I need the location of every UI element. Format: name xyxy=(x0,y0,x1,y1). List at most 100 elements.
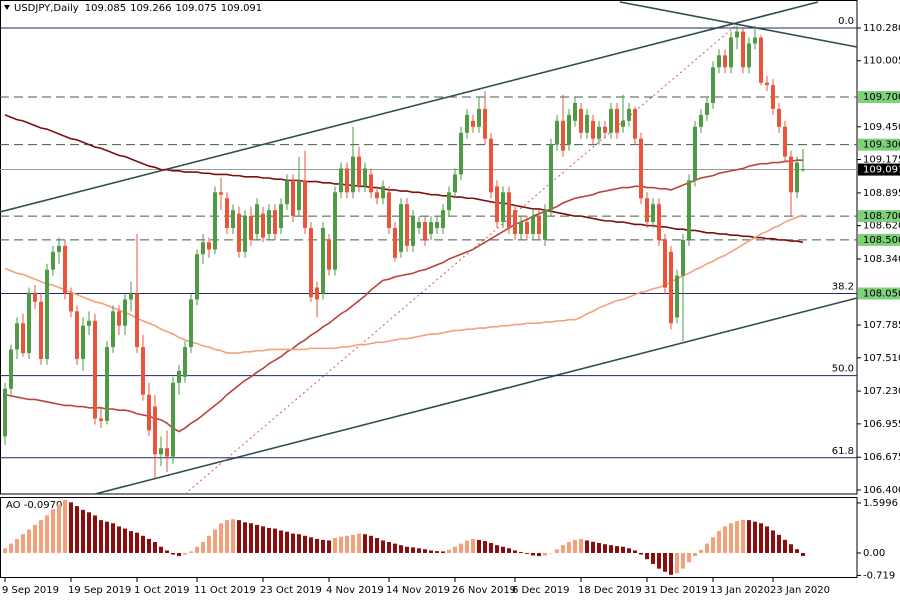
candle-body xyxy=(3,388,7,437)
candle-body xyxy=(663,239,667,288)
candle-body xyxy=(801,169,805,171)
ao-bar xyxy=(291,533,295,553)
ao-bar xyxy=(177,552,181,557)
ao-bar xyxy=(93,515,97,553)
ao-bar xyxy=(459,543,463,553)
ao-bar xyxy=(399,545,403,553)
fib-label: 61.8 xyxy=(832,446,854,457)
candle-body xyxy=(129,293,133,300)
candle-body xyxy=(321,228,325,294)
y-tick-label: 109.175 xyxy=(863,155,900,166)
ao-bar xyxy=(801,552,805,557)
candle-body xyxy=(357,156,361,187)
candle-body xyxy=(795,162,799,193)
level-label-box xyxy=(858,138,900,151)
x-tick-label: 11 Oct 2019 xyxy=(194,585,256,596)
ao-bar xyxy=(663,552,667,572)
ao-bar xyxy=(615,546,619,553)
candle-body xyxy=(579,108,583,133)
ao-bar xyxy=(477,539,481,553)
ao-bar xyxy=(771,530,775,553)
candle-body xyxy=(81,325,85,359)
candle-body xyxy=(99,418,103,421)
candle-body xyxy=(165,448,169,457)
candle-body xyxy=(21,323,25,354)
y-tick-label: 110.005 xyxy=(863,56,900,67)
candle-body xyxy=(411,216,415,246)
ao-bar xyxy=(273,528,277,553)
ao-bar xyxy=(201,542,205,553)
candle-body xyxy=(69,293,73,312)
candle-body xyxy=(243,216,247,252)
ao-bar xyxy=(591,541,595,553)
y-tick-label: 106.675 xyxy=(863,452,900,463)
candle-body xyxy=(219,192,223,195)
ao-bar xyxy=(243,522,247,553)
candle-body xyxy=(585,114,589,133)
candle-body xyxy=(495,186,499,223)
ao-bar xyxy=(513,550,517,553)
candle-body xyxy=(555,120,559,145)
candle-body xyxy=(483,108,487,139)
ao-bar xyxy=(381,540,385,553)
trendline xyxy=(619,1,858,48)
candle-body xyxy=(735,31,739,38)
candle-body xyxy=(729,37,733,68)
y-tick-label: 107.785 xyxy=(863,320,900,331)
candle-body xyxy=(225,198,229,229)
ao-bar xyxy=(453,546,457,553)
candle-body xyxy=(621,120,625,127)
candle-body xyxy=(147,394,151,431)
candle-body xyxy=(747,43,751,68)
indicator-title: AO -0.0970 xyxy=(6,500,62,511)
ao-bar xyxy=(519,552,523,553)
candle-body xyxy=(297,180,301,211)
ao-bar xyxy=(345,535,349,553)
ao-bar xyxy=(765,526,769,553)
ao-bar xyxy=(357,533,361,553)
candle-body xyxy=(291,180,295,217)
candle-body xyxy=(537,216,541,234)
last-price-box xyxy=(858,163,900,176)
candle-body xyxy=(561,120,565,151)
candle-body xyxy=(183,347,187,377)
ao-bar xyxy=(753,521,757,553)
trendline xyxy=(0,1,819,213)
candle-body xyxy=(375,192,379,199)
ao-frame xyxy=(0,497,858,578)
ao-bar xyxy=(579,538,583,553)
candle-body xyxy=(405,204,409,246)
ao-bar xyxy=(147,538,151,553)
candle-body xyxy=(267,210,271,234)
candle-body xyxy=(525,222,529,234)
candle-body xyxy=(339,168,343,193)
candle-body xyxy=(645,198,649,223)
candle-body xyxy=(159,448,163,455)
level-label-box xyxy=(858,91,900,104)
ao-bar xyxy=(693,552,697,557)
candle-body xyxy=(699,114,703,127)
candle-body xyxy=(237,213,241,252)
ao-bar xyxy=(303,535,307,553)
level-label-box xyxy=(858,210,900,223)
ao-bar xyxy=(429,550,433,553)
x-tick-label: 31 Dec 2019 xyxy=(644,585,708,596)
ao-bar xyxy=(297,534,301,553)
ao-bar xyxy=(507,548,511,553)
candle-body xyxy=(789,156,793,193)
candle-body xyxy=(45,269,49,359)
ao-bar xyxy=(51,509,55,553)
x-tick-label: 14 Nov 2019 xyxy=(386,585,450,596)
level-label-box xyxy=(858,287,900,300)
candle-body xyxy=(753,37,757,44)
ao-bar xyxy=(411,547,415,553)
ao-bar xyxy=(327,540,331,553)
candle-body xyxy=(651,204,655,223)
ao-bar xyxy=(123,528,127,553)
ao-bar xyxy=(339,536,343,553)
candle-body xyxy=(417,222,421,229)
ao-bar xyxy=(777,534,781,553)
level-label-box xyxy=(858,233,900,246)
last-price-label: 109.091 xyxy=(863,165,900,176)
ao-bar xyxy=(675,552,679,574)
